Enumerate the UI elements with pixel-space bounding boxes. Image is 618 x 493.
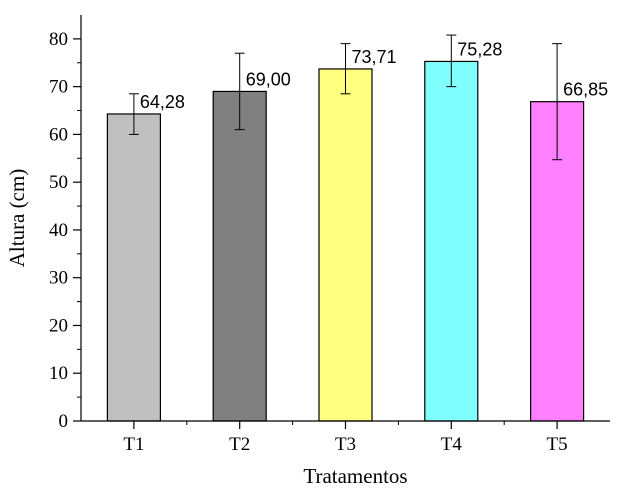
data-label-T1: 64,28 — [140, 92, 185, 112]
y-tick-label-0: 0 — [59, 411, 69, 432]
y-tick-label-40: 40 — [49, 220, 68, 241]
x-tick-label-T3: T3 — [335, 434, 356, 455]
data-label-T5: 66,85 — [563, 80, 608, 100]
y-tick-label-60: 60 — [49, 124, 68, 145]
y-tick-label-50: 50 — [49, 172, 68, 193]
x-tick-label-T2: T2 — [229, 434, 250, 455]
y-tick-label-10: 10 — [49, 363, 68, 384]
x-axis-title: Tratamentos — [303, 464, 407, 488]
bar-T2 — [213, 91, 266, 421]
y-tick-label-70: 70 — [49, 77, 68, 98]
bars — [107, 61, 583, 421]
x-tick-label-T4: T4 — [441, 434, 463, 455]
y-ticks: 0 10 20 30 40 50 60 70 80 — [49, 29, 81, 432]
data-labels: 64,28 69,00 73,71 75,28 66,85 — [140, 39, 608, 112]
bar-T4 — [425, 61, 478, 421]
bar-T1 — [107, 114, 160, 421]
x-ticks: T1 T2 T3 T4 T5 — [123, 421, 567, 455]
data-label-T2: 69,00 — [246, 69, 291, 89]
y-tick-label-30: 30 — [49, 268, 68, 289]
x-tick-label-T5: T5 — [547, 434, 568, 455]
y-tick-label-80: 80 — [49, 29, 68, 50]
data-label-T3: 73,71 — [352, 47, 397, 67]
y-tick-label-20: 20 — [49, 315, 68, 336]
x-tick-label-T1: T1 — [123, 434, 144, 455]
data-label-T4: 75,28 — [457, 39, 502, 59]
y-axis-title: Altura (cm) — [5, 169, 29, 268]
bar-T3 — [319, 69, 372, 421]
